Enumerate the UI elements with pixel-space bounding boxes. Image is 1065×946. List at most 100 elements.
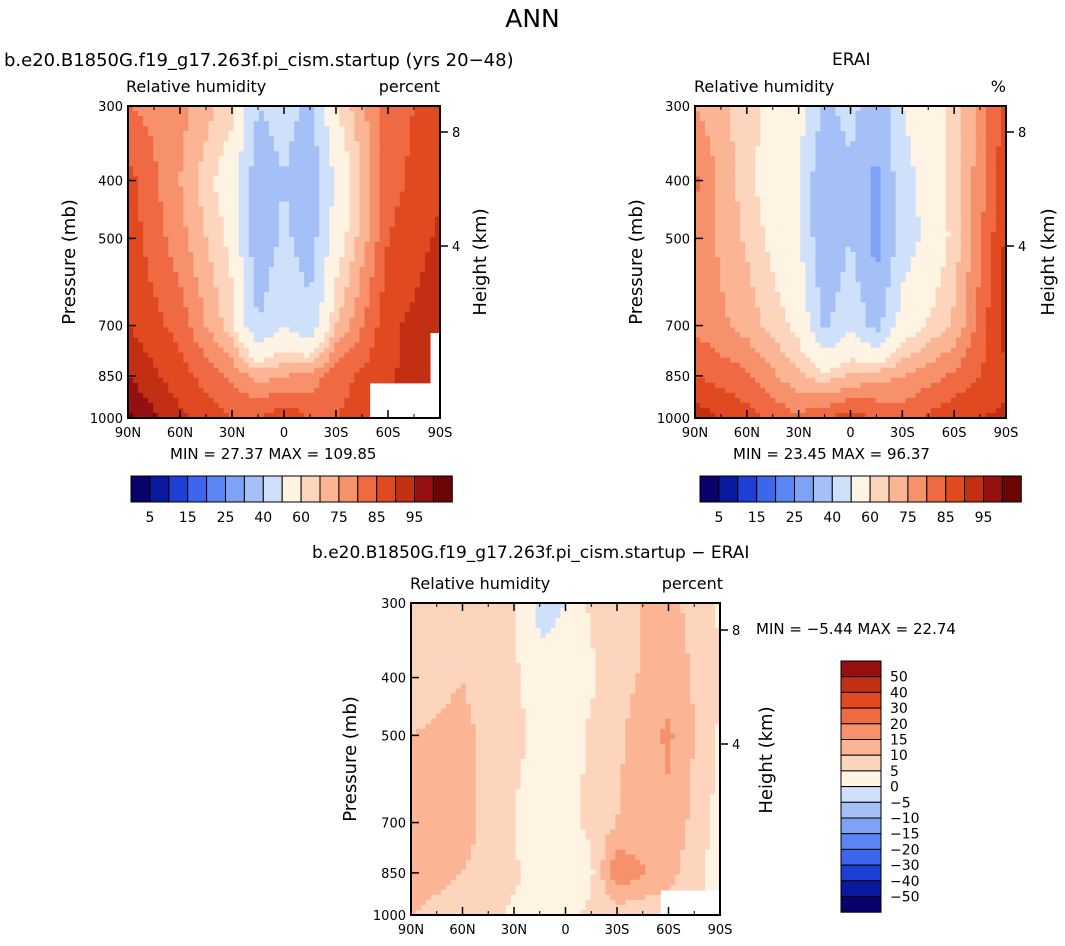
heatmap-cell — [203, 231, 210, 238]
heatmap-cell — [429, 322, 436, 329]
heatmap-cell — [434, 282, 441, 288]
heatmap-cell — [970, 141, 977, 147]
heatmap-cell — [835, 116, 842, 122]
heatmap-cell — [188, 282, 195, 288]
heatmap-cell — [344, 407, 351, 414]
heatmap-cell — [294, 121, 300, 127]
heatmap-cell — [339, 186, 345, 193]
heatmap-cell — [289, 191, 295, 198]
heatmap-cell — [840, 196, 847, 203]
heatmap-cell — [203, 297, 210, 303]
heatmap-cell — [965, 146, 972, 152]
heatmap-cell — [990, 141, 997, 147]
heatmap-cell — [379, 136, 386, 142]
heatmap-cell — [354, 287, 361, 293]
heatmap-cell — [128, 352, 134, 359]
heatmap-cell — [995, 156, 1002, 162]
heatmap-cell — [294, 136, 300, 142]
heatmap-cell — [153, 116, 159, 122]
heatmap-cell — [198, 387, 205, 394]
heatmap-cell — [158, 327, 164, 334]
heatmap-cell — [795, 141, 801, 147]
heatmap-cell — [409, 292, 416, 298]
heatmap-cell — [153, 362, 159, 369]
heatmap-cell — [188, 251, 195, 258]
heatmap-cell — [990, 106, 997, 112]
heatmap-cell — [163, 392, 169, 399]
heatmap-cell — [133, 312, 139, 318]
heatmap-cell — [198, 362, 205, 369]
heatmap-cell — [394, 151, 401, 157]
heatmap-cell — [223, 397, 230, 404]
heatmap-cell — [304, 362, 310, 369]
heatmap-cell — [855, 191, 862, 198]
heatmap-cell — [329, 302, 335, 308]
heatmap-cell — [364, 337, 371, 344]
heatmap-cell — [379, 161, 386, 167]
heatmap-cell — [735, 196, 741, 203]
heatmap-cell — [163, 196, 169, 203]
heatmap-cell — [394, 206, 401, 213]
heatmap-cell — [825, 156, 832, 162]
heatmap-cell — [329, 362, 335, 369]
heatmap-cell — [208, 382, 215, 389]
heatmap-cell — [339, 382, 345, 389]
heatmap-cell — [138, 282, 144, 288]
heatmap-cell — [299, 176, 305, 183]
heatmap-cell — [163, 382, 169, 389]
heatmap-cell — [334, 136, 340, 142]
heatmap-cell — [294, 377, 300, 384]
heatmap-cell — [173, 372, 179, 379]
heatmap-cell — [223, 166, 230, 173]
heatmap-cell — [218, 216, 225, 223]
heatmap-cell — [414, 337, 421, 344]
heatmap-cell — [424, 156, 431, 162]
heatmap-cell — [263, 161, 270, 167]
heatmap-cell — [319, 282, 325, 288]
heatmap-cell — [253, 221, 260, 228]
heatmap-cell — [324, 402, 330, 409]
heatmap-cell — [133, 317, 139, 323]
heatmap-cell — [138, 126, 144, 132]
heatmap-cell — [344, 181, 351, 188]
heatmap-cell — [314, 166, 320, 173]
heatmap-cell — [183, 377, 189, 384]
heatmap-cell — [268, 347, 275, 354]
heatmap-cell — [324, 141, 330, 147]
heatmap-cell — [414, 312, 421, 318]
heatmap-cell — [720, 106, 726, 112]
heatmap-cell — [344, 377, 351, 384]
heatmap-cell — [785, 111, 791, 117]
heatmap-cell — [885, 181, 892, 188]
heatmap-cell — [208, 146, 215, 152]
heatmap-cell — [359, 337, 366, 344]
heatmap-cell — [198, 136, 205, 142]
heatmap-cell — [314, 287, 320, 293]
heatmap-cell — [334, 272, 340, 278]
heatmap-cell — [419, 216, 426, 223]
heatmap-cell — [384, 211, 391, 218]
heatmap-cell — [975, 196, 982, 203]
heatmap-cell — [309, 367, 315, 374]
heatmap-cell — [404, 256, 411, 263]
heatmap-cell — [429, 181, 436, 188]
heatmap-cell — [760, 116, 766, 122]
heatmap-cell — [188, 302, 195, 308]
heatmap-cell — [715, 156, 721, 162]
heatmap-cell — [278, 151, 285, 157]
heatmap-cell — [965, 106, 972, 112]
heatmap-cell — [273, 141, 280, 147]
heatmap-cell — [419, 136, 426, 142]
heatmap-cell — [409, 337, 416, 344]
heatmap-cell — [188, 151, 195, 157]
heatmap-cell — [294, 277, 300, 283]
heatmap-cell — [188, 196, 195, 203]
heatmap-cell — [885, 121, 892, 127]
heatmap-cell — [309, 387, 315, 394]
heatmap-cell — [865, 171, 872, 178]
heatmap-cell — [419, 322, 426, 329]
heatmap-cell — [163, 241, 169, 248]
heatmap-cell — [700, 126, 706, 132]
heatmap-cell — [324, 211, 330, 218]
heatmap-cell — [238, 221, 245, 228]
